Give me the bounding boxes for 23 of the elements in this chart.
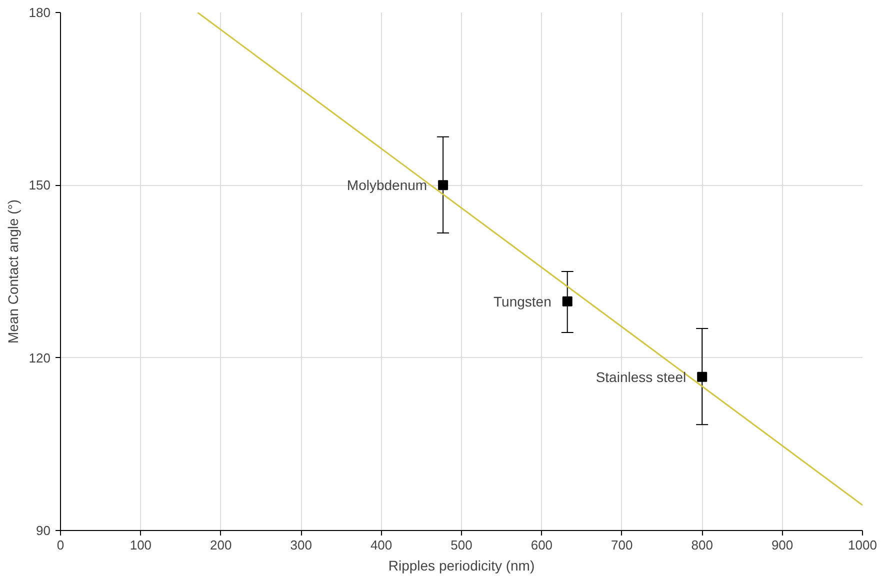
annotation: Stainless steel — [596, 368, 686, 385]
annotation: Tungsten — [494, 293, 552, 310]
x-tick-label: 800 — [691, 538, 713, 552]
x-tick-label: 0 — [56, 538, 64, 552]
y-axis-title: Mean Contact angle (°) — [4, 199, 21, 344]
point — [438, 180, 448, 190]
annotation: Molybdenum — [346, 177, 428, 194]
x-tick-label: 300 — [290, 538, 312, 552]
x-tick-label: 900 — [771, 538, 794, 552]
y-tick-label: 120 — [28, 350, 51, 366]
y-tick-label: 180 — [28, 5, 51, 20]
point — [562, 296, 572, 306]
y-tick-label: 90 — [36, 523, 51, 538]
x-tick-label: 500 — [450, 538, 472, 552]
x-tick-label: 1000 — [848, 538, 877, 552]
x-axis-title: Ripples periodicity (nm) — [388, 558, 535, 574]
y-tick-label: 150 — [28, 178, 51, 193]
x-tick-label: 100 — [130, 538, 152, 552]
x-tick-label: 400 — [370, 538, 392, 552]
x-tick-label: 600 — [530, 538, 553, 552]
x-tick-label: 200 — [210, 538, 232, 552]
x-tick-label: 700 — [611, 538, 633, 552]
point — [697, 372, 708, 382]
